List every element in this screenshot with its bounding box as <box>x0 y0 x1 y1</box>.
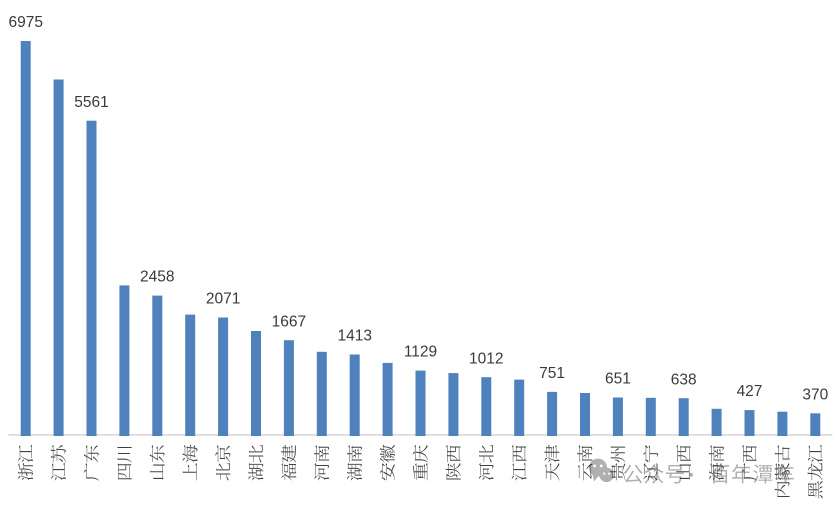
svg-text:5561: 5561 <box>74 94 108 111</box>
svg-text:2458: 2458 <box>140 269 174 286</box>
svg-text:1129: 1129 <box>404 344 437 361</box>
svg-text:6975: 6975 <box>8 14 42 31</box>
svg-text:751: 751 <box>539 365 565 382</box>
svg-text:370: 370 <box>802 386 828 403</box>
svg-text:638: 638 <box>671 371 697 388</box>
svg-text:1667: 1667 <box>272 313 306 330</box>
svg-text:427: 427 <box>737 383 763 400</box>
svg-text:2071: 2071 <box>206 291 240 308</box>
svg-text:1012: 1012 <box>469 350 503 367</box>
svg-text:651: 651 <box>605 371 631 388</box>
svg-text:1413: 1413 <box>337 328 371 345</box>
